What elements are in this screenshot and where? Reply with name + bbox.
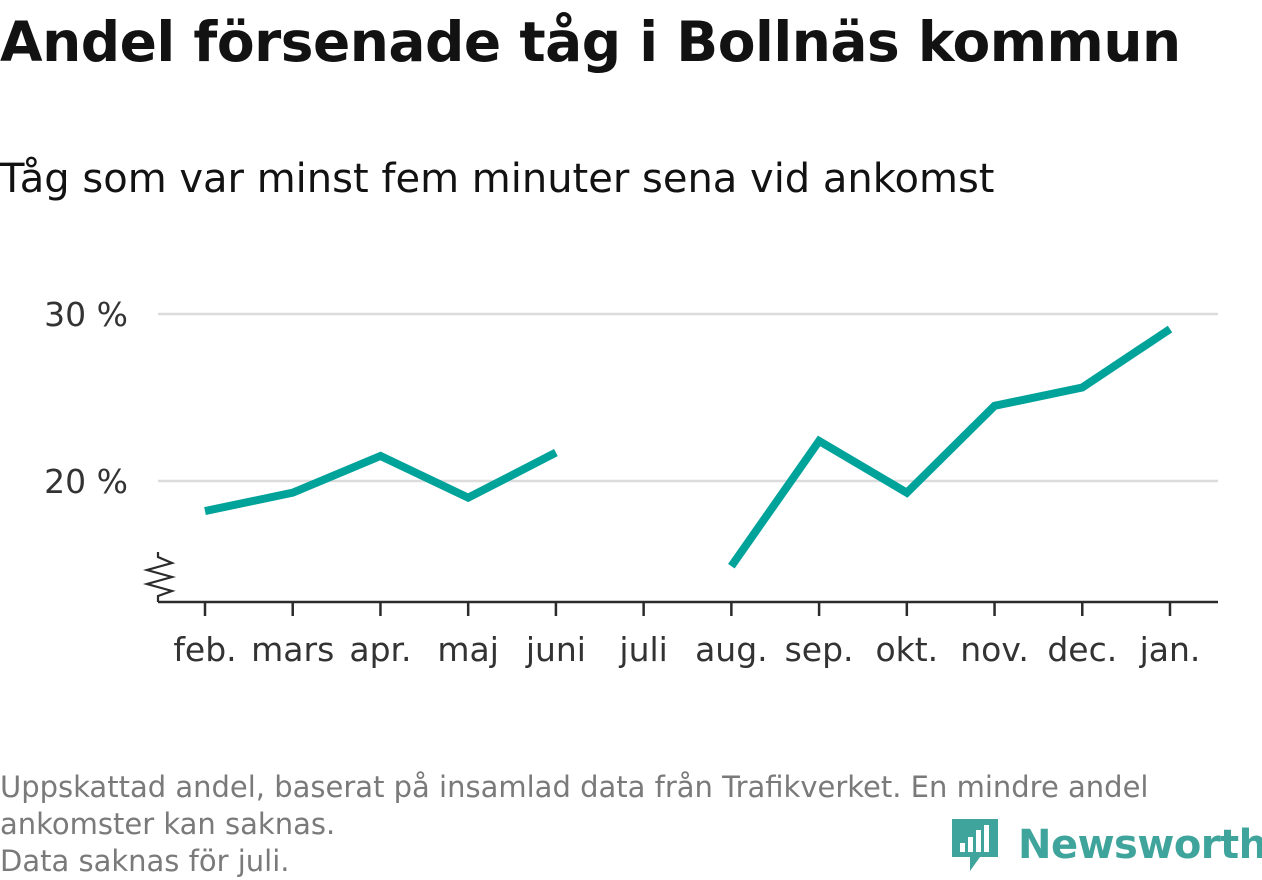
footnote-line: Uppskattad andel, baserat på insamlad da… bbox=[0, 770, 1149, 804]
x-tick-label: aug. bbox=[695, 630, 768, 669]
x-tick-label: okt. bbox=[875, 630, 938, 669]
x-tick-label: nov. bbox=[960, 630, 1029, 669]
x-tick-label: sep. bbox=[785, 630, 854, 669]
series-line bbox=[204, 449, 558, 515]
x-tick-label: mars bbox=[251, 630, 334, 669]
x-ticks: feb. mars apr. maj juni juli aug. sep. okt. nov. d… bbox=[173, 602, 1200, 669]
chart-subtitle: Tåg som var minst fem minuter sena vid a… bbox=[0, 156, 995, 202]
x-tick-label: juli bbox=[618, 630, 667, 669]
x-tick-label: maj bbox=[437, 630, 499, 669]
data-series bbox=[204, 325, 1173, 569]
x-tick-label: feb. bbox=[173, 630, 236, 669]
line-chart: 20 % 30 % feb. mars apr. maj juni juli aug. sep.… bbox=[44, 295, 1218, 669]
y-tick-label: 20 % bbox=[44, 462, 128, 501]
chart-title: Andel försenade tåg i Bollnäs kommun bbox=[0, 10, 1181, 74]
series-line bbox=[728, 325, 1173, 569]
gridlines: 20 % 30 % bbox=[44, 295, 1218, 501]
y-tick-label: 30 % bbox=[44, 295, 128, 334]
footnote-line: Data saknas för juli. bbox=[0, 844, 290, 878]
x-axis bbox=[142, 552, 1218, 604]
x-tick-label: apr. bbox=[349, 630, 411, 669]
brand-logo: Newsworthy bbox=[950, 815, 1262, 875]
brand-name: Newsworthy bbox=[1018, 822, 1262, 868]
newsworthy-logo-icon bbox=[952, 819, 998, 871]
footnote: Uppskattad andel, baserat på insamlad da… bbox=[0, 769, 1250, 880]
y-axis-break-icon bbox=[142, 552, 177, 602]
x-tick-label: juni bbox=[525, 630, 586, 669]
x-tick-label: jan. bbox=[1139, 630, 1201, 669]
x-tick-label: dec. bbox=[1047, 630, 1117, 669]
footnote-line: ankomster kan saknas. bbox=[0, 807, 336, 841]
